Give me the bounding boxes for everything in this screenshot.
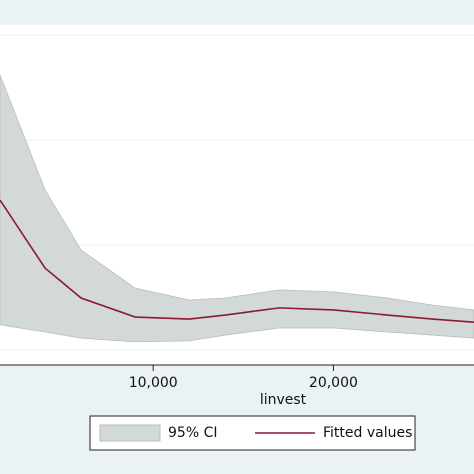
x-tick-label: 10,000 [129,375,178,391]
legend-label: Fitted values [323,425,412,441]
legend-label: 95% CI [168,425,217,441]
x-tick-label: 20,000 [309,375,358,391]
fitted-line [0,199,474,323]
ci-band [0,74,474,343]
legend-swatch [99,424,161,442]
x-axis-title: linvest [260,392,307,408]
